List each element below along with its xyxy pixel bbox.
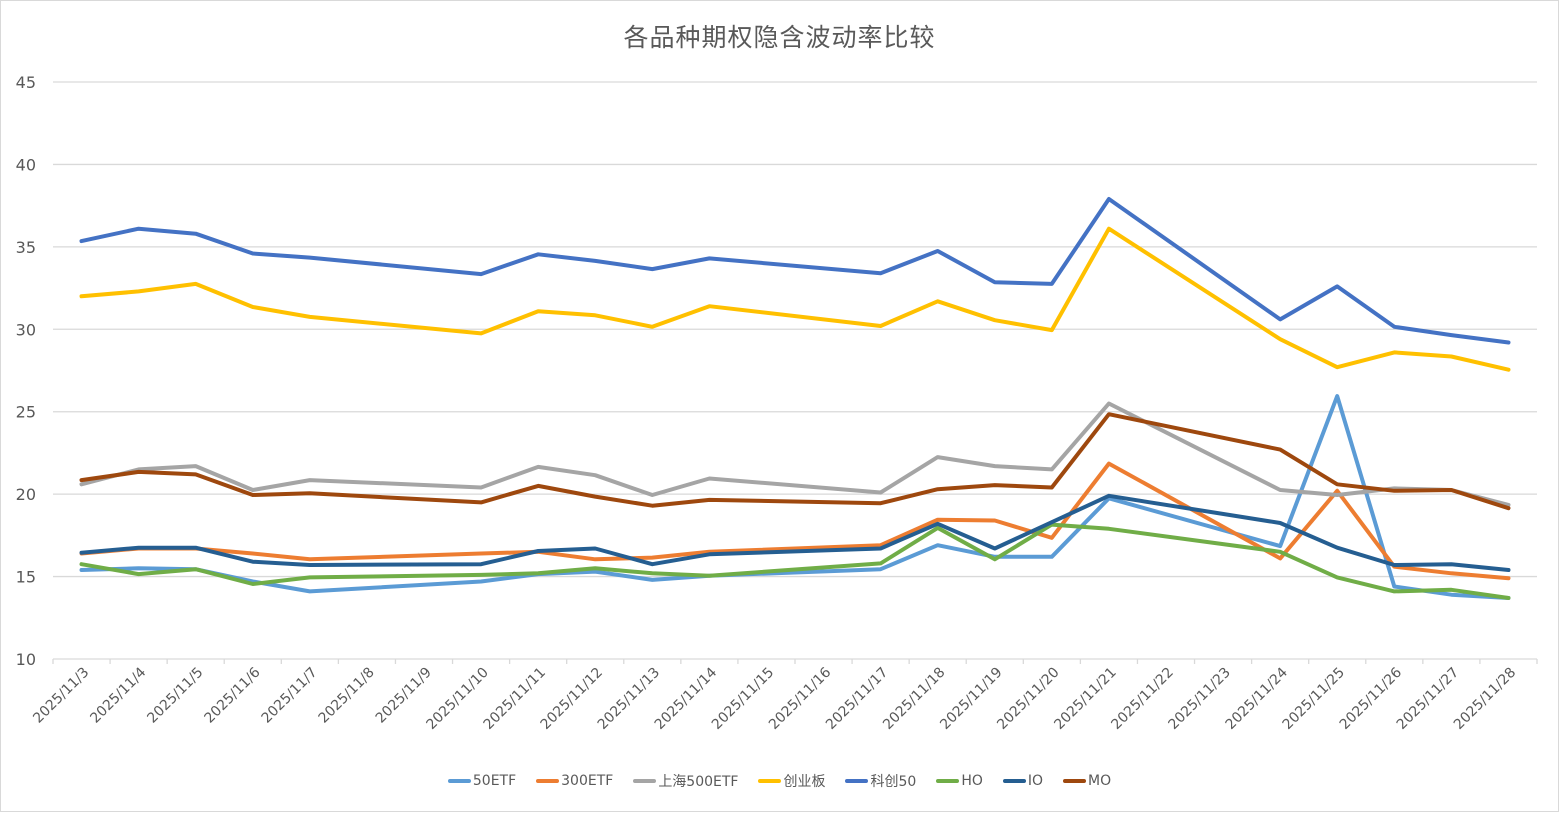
chart-title: 各品种期权隐含波动率比较 [623,23,936,52]
series-line [79,197,1511,345]
legend-label: HO [961,773,983,789]
series-line [79,226,1511,372]
y-tick-label: 20 [16,485,36,504]
legend-label: IO [1027,773,1044,789]
legend-label: MO [1088,773,1112,789]
legend-swatch-icon [758,779,782,783]
x-tick-label: 2025/11/5 [144,665,206,727]
series-line [79,412,1511,511]
series-line [79,493,1511,572]
x-tick-label: 2025/11/6 [202,664,264,726]
legend-item[interactable]: 300ETF [536,771,613,791]
x-tick-label: 2025/11/3 [30,665,92,727]
x-tick-label: 2025/11/8 [316,665,378,727]
series-line [79,401,1511,507]
legend-item[interactable]: 创业板 [758,771,825,791]
y-tick-label: 10 [16,650,36,669]
legend-item[interactable]: IO [1002,771,1044,791]
legend-item[interactable]: 上海500ETF [633,771,738,791]
y-tick-label: 45 [16,73,36,92]
legend-label: 上海500ETF [658,774,739,790]
x-tick-label: 2025/11/9 [373,665,435,727]
legend-swatch-icon [845,779,869,783]
legend-label: 50ETF [472,773,517,789]
legend-item[interactable]: 50ETF [447,771,517,791]
x-tick-label: 2025/11/7 [259,665,321,727]
legend-swatch-icon [1063,779,1087,783]
x-tick-label: 2025/11/4 [87,664,149,726]
legend-swatch-icon [447,779,471,783]
series-line [79,461,1511,581]
legend-swatch-icon [536,779,560,783]
legend-item[interactable]: MO [1063,771,1111,791]
legend-swatch-icon [936,779,960,783]
legend-item[interactable]: 科创50 [845,771,916,791]
y-tick-label: 15 [16,568,36,587]
y-tick-label: 25 [16,403,36,422]
y-tick-label: 30 [16,320,36,339]
chart-legend: 50ETF 300ETF 上海500ETF 创业板 科创50 HO IO MO [1,771,1558,791]
legend-swatch-icon [1002,779,1026,783]
y-tick-label: 40 [16,155,36,174]
legend-label: 创业板 [783,774,826,790]
series-line [79,522,1511,600]
legend-label: 科创50 [870,774,917,790]
y-tick-label: 35 [16,238,36,257]
x-tick-label: 2025/11/28 [1451,665,1519,733]
legend-label: 300ETF [561,773,614,789]
legend-item[interactable]: HO [936,771,983,791]
legend-swatch-icon [633,779,657,783]
